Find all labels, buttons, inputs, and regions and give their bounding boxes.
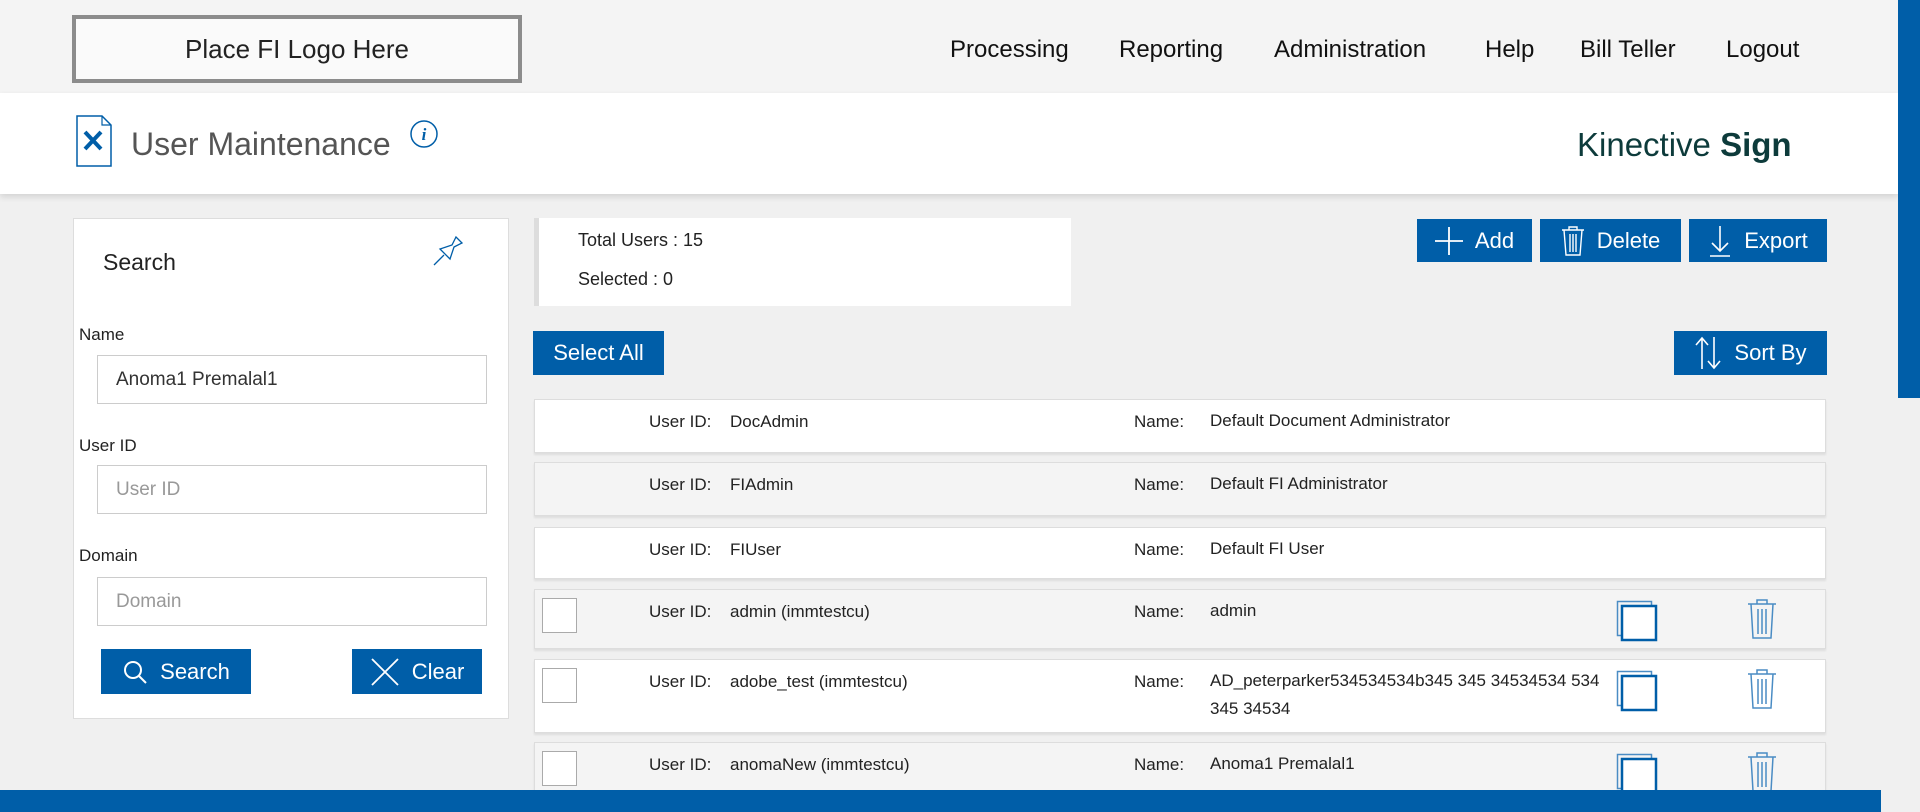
scrollbar-thumb[interactable] [1898,0,1920,398]
clear-button-label: Clear [411,658,465,684]
user-id-label: User ID [79,436,137,455]
name-label: Name: [1134,540,1185,559]
user-id-value: anomaNew (immtestcu) [730,755,910,774]
sort-icon [1695,336,1722,370]
user-list-row[interactable]: User ID: admin (immtestcu) Name: admin [534,589,1826,649]
info-icon[interactable]: i [409,119,439,149]
user-maintenance-icon [76,115,112,167]
close-icon [371,657,399,686]
nav-processing[interactable]: Processing [950,36,1069,63]
nav-administration[interactable]: Administration [1274,36,1427,63]
user-list-row[interactable]: User ID: adobe_test (immtestcu) Name: AD_pe… [534,659,1826,733]
delete-button[interactable]: Delete [1540,219,1681,262]
footer-bar [0,790,1881,812]
search-button-label: Search [160,658,230,684]
user-id-value: DocAdmin [730,412,809,431]
name-value: admin [1210,601,1257,620]
user-id-label: User ID: [649,672,712,691]
fi-logo-placeholder: Place FI Logo Here [72,15,522,83]
domain-label: Domain [79,546,138,565]
name-label: Name: [1134,602,1185,621]
export-button-label: Export [1744,227,1808,253]
domain-input[interactable] [97,577,487,626]
pin-icon[interactable] [432,233,466,267]
user-id-value: FIUser [730,540,781,559]
add-button-label: Add [1474,227,1515,253]
nav-reporting[interactable]: Reporting [1119,36,1224,63]
user-list-row[interactable]: User ID: DocAdmin Name: Default Document Ad… [534,399,1826,453]
copy-icon[interactable] [1616,600,1658,642]
user-id-value: FIAdmin [730,475,794,494]
user-id-value: admin (immtestcu) [730,602,870,621]
delete-button-label: Delete [1596,227,1661,253]
user-id-label: User ID: [649,602,712,621]
user-id-label: User ID: [649,755,712,774]
user-id-input[interactable] [97,465,487,514]
clear-button[interactable]: Clear [352,649,482,694]
add-button[interactable]: Add [1417,219,1532,262]
copy-icon[interactable] [1616,753,1658,795]
user-id-label: User ID: [649,412,712,431]
search-button[interactable]: Search [101,649,251,694]
trash-icon[interactable] [1747,668,1777,710]
trash-icon [1561,225,1584,256]
page-title: User Maintenance [131,126,391,162]
name-label: Name [79,325,125,344]
page-title-bar [0,93,1898,194]
nav-user-bill-teller[interactable]: Bill Teller [1580,36,1676,63]
search-icon [124,660,147,684]
user-id-label: User ID: [649,475,712,494]
row-checkbox[interactable] [542,598,577,633]
sort-by-label: Sort By [1734,340,1807,365]
row-checkbox[interactable] [542,751,577,786]
user-id-value: adobe_test (immtestcu) [730,672,908,691]
name-value: AD_peterparker534534534b345 345 34534534… [1210,671,1600,718]
user-list-row[interactable]: User ID: FIUser Name: Default FI User [534,527,1826,579]
svg-text:i: i [422,125,427,144]
select-all-button[interactable]: Select All [533,331,664,375]
copy-icon[interactable] [1616,670,1658,712]
row-checkbox[interactable] [542,668,577,703]
export-button[interactable]: Export [1689,219,1827,262]
name-value: Default FI User [1210,539,1325,558]
select-all-label: Select All [553,340,644,365]
user-id-label: User ID: [649,540,712,559]
search-panel-title: Search [103,249,176,275]
user-list-row[interactable]: User ID: FIAdmin Name: Default FI Administr… [534,462,1826,516]
download-icon [1710,225,1731,257]
plus-icon [1434,226,1463,255]
user-stats: Total Users : 15 Selected : 0 [534,218,1071,306]
name-value: Default FI Administrator [1210,474,1388,493]
name-label: Name: [1134,672,1185,691]
total-users: Total Users : 15 [578,230,704,250]
search-panel: Search Name User ID Domain Search Clear [73,218,509,719]
nav-logout[interactable]: Logout [1726,36,1800,63]
nav-help[interactable]: Help [1485,36,1535,63]
name-value: Default Document Administrator [1210,411,1450,430]
selected-count: Selected : 0 [578,269,674,289]
name-label: Name: [1134,755,1185,774]
name-value: Anoma1 Premalal1 [1210,754,1355,773]
name-label: Name: [1134,475,1185,494]
trash-icon[interactable] [1747,751,1777,793]
name-input[interactable] [97,355,487,404]
trash-icon[interactable] [1747,598,1777,640]
name-label: Name: [1134,412,1185,431]
brand-logo: Kinective Sign [1577,126,1792,163]
sort-by-button[interactable]: Sort By [1674,331,1827,375]
